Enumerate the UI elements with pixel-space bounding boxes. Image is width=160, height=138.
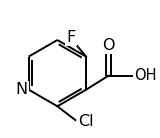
Text: N: N: [15, 82, 27, 97]
Text: O: O: [102, 38, 114, 53]
Text: Cl: Cl: [78, 114, 94, 129]
Text: F: F: [66, 30, 76, 45]
Text: OH: OH: [134, 68, 157, 83]
